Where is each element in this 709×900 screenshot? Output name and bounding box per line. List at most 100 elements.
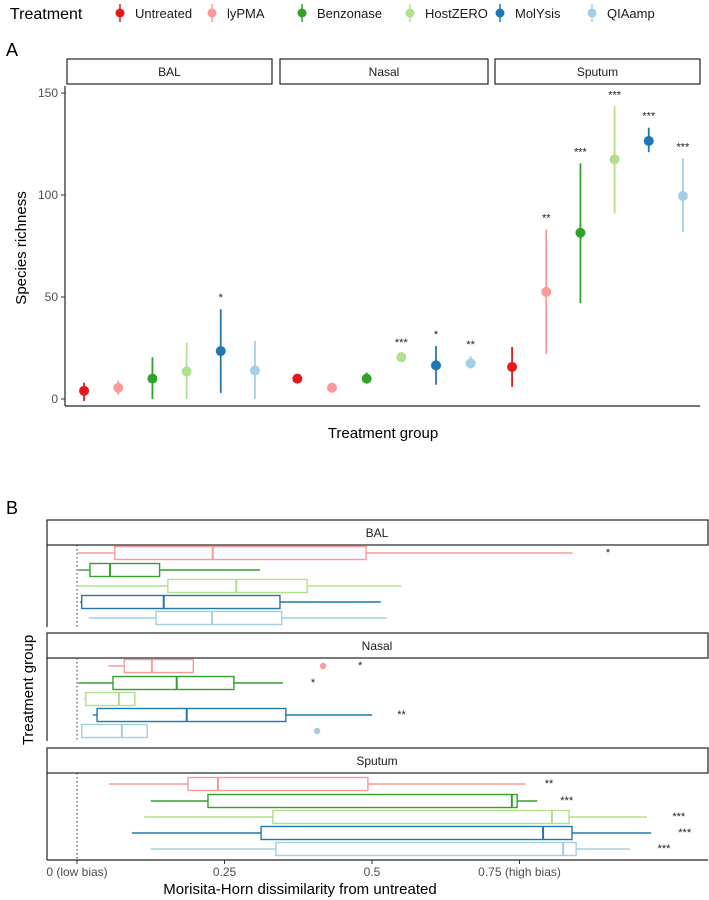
mean-point bbox=[575, 227, 586, 238]
facet-strip bbox=[279, 58, 489, 85]
boxplot: * bbox=[77, 545, 611, 561]
significance-label: * bbox=[311, 677, 316, 689]
boxplot: *** bbox=[150, 841, 672, 857]
boxplot bbox=[77, 578, 402, 594]
legend-item-label: MolYsis bbox=[515, 6, 561, 21]
significance-label: *** bbox=[574, 146, 588, 158]
legend-item-label: Untreated bbox=[135, 6, 192, 21]
box bbox=[207, 793, 518, 809]
significance-label: *** bbox=[560, 795, 574, 807]
legend-key-point bbox=[297, 8, 307, 18]
outlier-point bbox=[313, 727, 321, 735]
mean-point bbox=[147, 373, 158, 384]
panel-b: 0 (low bias) 0.25 0.5 0.75 (high bias) BAL * N… bbox=[46, 519, 709, 879]
panel-a: 050100150BAL*Nasal******Sputum**********… bbox=[38, 58, 701, 407]
mean-point bbox=[541, 286, 552, 297]
mean-point bbox=[292, 373, 303, 384]
significance-label: ** bbox=[466, 339, 475, 351]
box bbox=[114, 545, 367, 561]
box bbox=[123, 658, 194, 674]
significance-label: ** bbox=[542, 213, 551, 225]
legend-key-point bbox=[495, 8, 505, 18]
facet-strip-label: Nasal bbox=[362, 639, 393, 653]
boxplot bbox=[81, 723, 321, 739]
boxplot: * bbox=[108, 658, 363, 674]
facet-strip bbox=[46, 747, 709, 774]
legend-item-label: Benzonase bbox=[317, 6, 382, 21]
outlier-point bbox=[319, 662, 327, 670]
significance-label: *** bbox=[676, 141, 690, 153]
facet-strip bbox=[66, 58, 273, 85]
panel-b-y-label: Treatment group bbox=[20, 635, 37, 745]
significance-label: *** bbox=[658, 843, 672, 855]
boxplot bbox=[88, 610, 387, 626]
significance-label: * bbox=[219, 292, 224, 304]
y-tick-label: 0 bbox=[51, 392, 58, 406]
box bbox=[81, 594, 281, 610]
mean-point bbox=[465, 358, 476, 369]
box bbox=[81, 723, 148, 739]
mean-point bbox=[361, 373, 372, 384]
boxplot: *** bbox=[144, 809, 686, 825]
x-tick-label: 0.5 bbox=[364, 865, 381, 879]
facet-strip-label: Nasal bbox=[369, 65, 400, 79]
boxplot: ** bbox=[92, 707, 406, 723]
boxplot: *** bbox=[150, 793, 574, 809]
boxplot bbox=[79, 594, 381, 610]
x-tick-label: 0 (low bias) bbox=[46, 865, 107, 879]
facet-strip bbox=[494, 58, 701, 85]
mean-point bbox=[677, 191, 688, 202]
mean-point bbox=[396, 352, 407, 363]
x-tick-label: 0.75 (high bias) bbox=[478, 865, 561, 879]
significance-label: ** bbox=[545, 778, 554, 790]
legend-item-label: QIAamp bbox=[607, 6, 655, 21]
box bbox=[89, 562, 161, 578]
y-tick-label: 50 bbox=[45, 290, 59, 304]
legend-item-label: HostZERO bbox=[425, 6, 488, 21]
significance-label: * bbox=[358, 660, 363, 672]
mean-point bbox=[113, 382, 124, 393]
panel-a-y-label: Species richness bbox=[13, 191, 30, 304]
significance-label: *** bbox=[678, 827, 692, 839]
facet-strip-label: BAL bbox=[366, 526, 389, 540]
panel-b-label: B bbox=[6, 498, 18, 518]
legend-title: Treatment bbox=[10, 6, 83, 23]
mean-point bbox=[609, 154, 620, 165]
box bbox=[112, 675, 235, 691]
mean-point bbox=[507, 361, 518, 372]
mean-point bbox=[215, 346, 226, 357]
box bbox=[272, 809, 570, 825]
legend-key-point bbox=[587, 8, 597, 18]
box bbox=[187, 776, 369, 792]
mean-point bbox=[431, 360, 441, 371]
boxplot: ** bbox=[108, 776, 554, 792]
boxplot: * bbox=[78, 675, 316, 691]
facet-strip bbox=[46, 519, 709, 546]
boxplot bbox=[78, 562, 260, 578]
legend-item-label: lyPMA bbox=[227, 6, 265, 21]
legend-key-point bbox=[207, 8, 217, 18]
facet-strip bbox=[46, 632, 709, 659]
mean-point bbox=[327, 382, 337, 393]
box bbox=[275, 841, 577, 857]
significance-label: *** bbox=[642, 111, 656, 123]
panel-a-label: A bbox=[6, 40, 18, 60]
facet-strip-label: Sputum bbox=[577, 65, 618, 79]
significance-label: *** bbox=[395, 337, 409, 349]
box bbox=[85, 691, 136, 707]
mean-point bbox=[643, 135, 654, 146]
significance-label: * bbox=[606, 547, 611, 559]
y-tick-label: 150 bbox=[38, 86, 58, 100]
boxplot: *** bbox=[131, 825, 692, 841]
significance-label: ** bbox=[397, 709, 406, 721]
significance-label: *** bbox=[608, 89, 622, 101]
mean-point bbox=[79, 385, 90, 396]
legend-key-point bbox=[405, 8, 415, 18]
y-tick-label: 100 bbox=[38, 188, 58, 202]
facet-strip-label: BAL bbox=[158, 65, 181, 79]
box bbox=[167, 578, 308, 594]
x-tick-label: 0.25 bbox=[213, 865, 237, 879]
panel-a-x-label: Treatment group bbox=[328, 425, 438, 442]
mean-point bbox=[181, 366, 192, 377]
